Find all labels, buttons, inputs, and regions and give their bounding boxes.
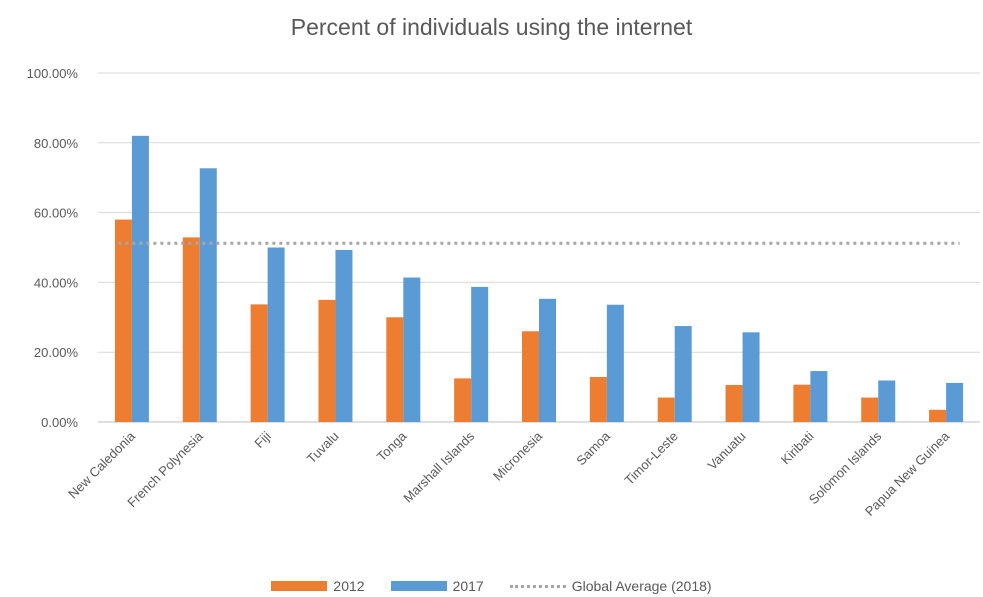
x-tick-label: Tonga [374, 428, 410, 464]
bar-2017 [606, 304, 624, 422]
y-tick-label: 60.00% [34, 206, 79, 221]
x-tick-label: Vanuatu [704, 429, 748, 473]
x-tick-label: Kiribati [778, 428, 817, 467]
x-tick-label: Samoa [573, 428, 613, 468]
bar-2012 [725, 385, 743, 422]
y-axis-ticks: 0.00% 20.00% 40.00% 60.00% 80.00% 100.00% [27, 66, 79, 430]
legend-swatch-2012 [271, 581, 328, 591]
bar-2012 [454, 378, 472, 422]
bars [114, 135, 964, 422]
y-tick-label: 100.00% [27, 66, 79, 81]
y-tick-label: 20.00% [34, 345, 79, 360]
bar-2012 [929, 409, 947, 422]
legend-item-2017: 2017 [390, 578, 484, 594]
bar-2012 [114, 219, 132, 422]
bar-2017 [878, 380, 896, 422]
x-tick-label: Fiji [251, 428, 273, 450]
bar-2017 [674, 326, 692, 422]
x-tick-label: Tuvalu [304, 429, 342, 467]
bar-2017 [335, 249, 353, 422]
bar-2012 [861, 397, 879, 422]
bar-2017 [946, 382, 964, 422]
bar-2012 [657, 397, 675, 422]
x-tick-label: New Caledonia [65, 428, 138, 501]
legend-label-2012: 2012 [333, 578, 365, 594]
bar-2017 [742, 332, 760, 422]
y-tick-label: 0.00% [41, 415, 78, 430]
legend-label-global-average: Global Average (2018) [571, 578, 712, 594]
chart-title: Percent of individuals using the interne… [290, 14, 693, 40]
bar-2017 [471, 286, 489, 422]
bar-2012 [589, 376, 607, 422]
y-tick-label: 80.00% [34, 136, 79, 151]
bar-2012 [386, 317, 404, 422]
legend-swatch-2017 [390, 581, 447, 591]
legend-swatch-global-average [509, 584, 566, 588]
legend: 2012 2017 Global Average (2018) [0, 578, 983, 594]
legend-item-2012: 2012 [271, 578, 365, 594]
bar-2017 [199, 168, 217, 422]
bar-2017 [810, 371, 828, 422]
bar-2012 [182, 237, 200, 422]
legend-item-global-average: Global Average (2018) [509, 578, 712, 594]
x-tick-label: Marshall Islands [400, 428, 477, 505]
x-tick-label: Solomon Islands [806, 428, 885, 507]
bar-2012 [793, 384, 811, 422]
bar-2017 [131, 135, 149, 422]
y-tick-label: 40.00% [34, 275, 79, 290]
bar-2017 [267, 247, 285, 422]
bar-2012 [250, 304, 268, 422]
bar-2012 [522, 331, 539, 422]
x-tick-label: Micronesia [490, 428, 546, 484]
legend-label-2017: 2017 [452, 578, 484, 594]
x-tick-label: Timor-Leste [622, 429, 681, 488]
bar-2017 [539, 298, 556, 422]
bar-2017 [403, 277, 421, 422]
bar-2012 [318, 299, 336, 422]
